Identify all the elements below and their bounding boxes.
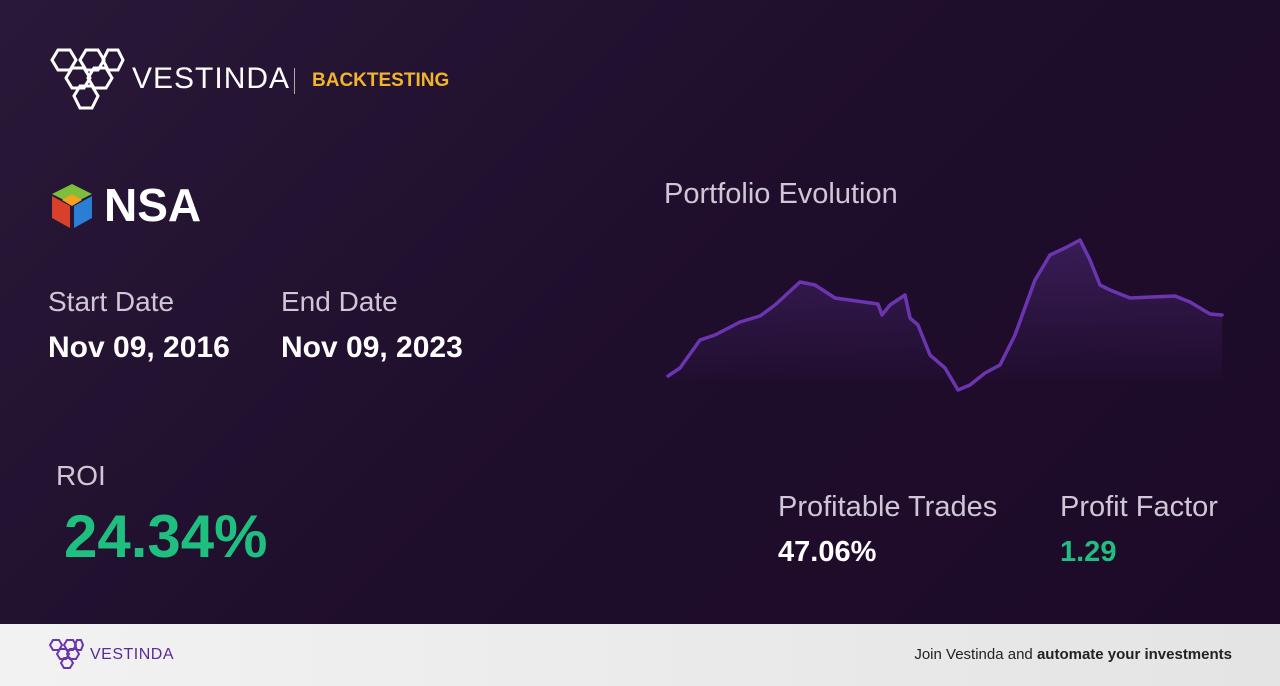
brand: VESTINDA	[132, 62, 291, 95]
footer: VESTINDA Join Vestinda and automate your…	[0, 624, 1280, 686]
asset-icon	[52, 184, 92, 228]
section: BACKTESTING	[312, 70, 450, 91]
sparkline-area	[668, 240, 1222, 390]
divider	[294, 68, 295, 94]
end-label: End Date	[281, 286, 398, 317]
trades-label: Profitable Trades	[778, 491, 998, 523]
logo	[50, 48, 125, 110]
footer-logo	[48, 639, 84, 669]
end-date: Nov 09, 2023	[281, 331, 463, 364]
footer-brand: VESTINDA	[90, 646, 175, 663]
trades: 47.06%	[778, 536, 877, 568]
sparkline	[666, 238, 1224, 392]
factor: 1.29	[1060, 536, 1117, 568]
footer-cta: Join Vestinda and automate your investme…	[914, 646, 1232, 663]
start-label: Start Date	[48, 286, 175, 317]
cta-bold: automate your investments	[1036, 646, 1232, 663]
cta-text: Join Vestinda and	[914, 646, 1033, 663]
roi: 24.34%	[64, 503, 268, 570]
sparkline-line	[666, 238, 1224, 392]
factor-label: Profit Factor	[1060, 491, 1218, 523]
chart-title: Portfolio Evolution	[664, 178, 898, 210]
roi-label: ROI	[56, 460, 106, 491]
symbol: NSA	[104, 179, 202, 231]
start-date: Nov 09, 2016	[48, 331, 230, 364]
